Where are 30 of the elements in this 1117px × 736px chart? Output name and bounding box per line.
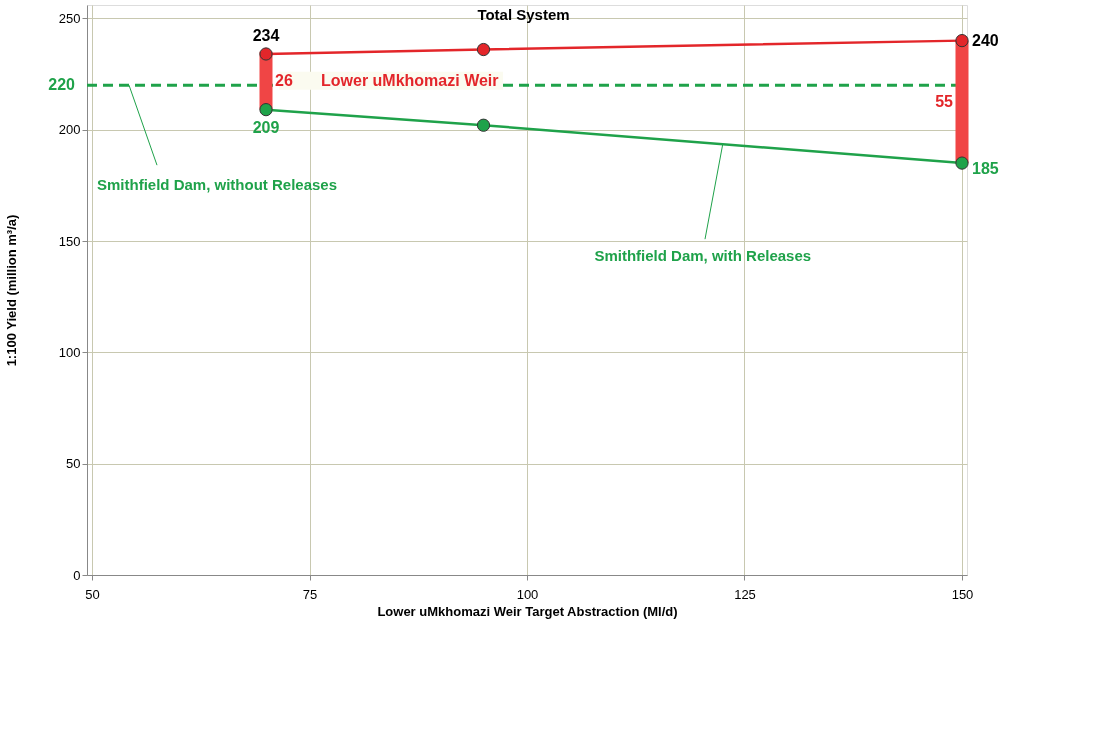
point: [955, 34, 969, 48]
ref-line-label: Smithfield Dam, without Releases: [97, 176, 338, 194]
data-label: 240: [972, 31, 999, 49]
data-label: 55: [935, 92, 954, 110]
data-label: 209: [252, 118, 280, 136]
y-tick-label: 100: [58, 344, 81, 360]
y-tick-label: 200: [58, 122, 81, 138]
point: [955, 156, 969, 170]
series-label: Total System: [477, 5, 570, 23]
y-tick-label: 0: [73, 567, 81, 583]
x-tick-label: 75: [302, 586, 318, 602]
x-axis-title: Lower uMkhomazi Weir Target Abstraction (Ml/d): [377, 603, 678, 619]
y-tick-label: 250: [58, 10, 81, 26]
data-label: 234: [252, 26, 280, 44]
x-tick-label: 150: [951, 586, 974, 602]
y-tick-label: 50: [66, 456, 81, 472]
data-label: 185: [972, 160, 999, 178]
text: 220: [48, 76, 76, 94]
data-label: 26: [275, 71, 293, 89]
x-tick-label: 50: [85, 586, 100, 602]
x-tick-label: 100: [516, 586, 539, 602]
x-tick-label: 125: [734, 586, 756, 602]
y-tick-label: 150: [58, 233, 81, 249]
y-axis-title: 1:100 Yield (million m³/a): [3, 214, 19, 367]
point: [259, 103, 273, 117]
point: [476, 42, 491, 57]
point: [259, 47, 273, 61]
annotation: Lower uMkhomazi Weir: [321, 71, 499, 89]
point: [476, 118, 491, 132]
text: Smithfield Dam, with Releases: [594, 247, 812, 265]
